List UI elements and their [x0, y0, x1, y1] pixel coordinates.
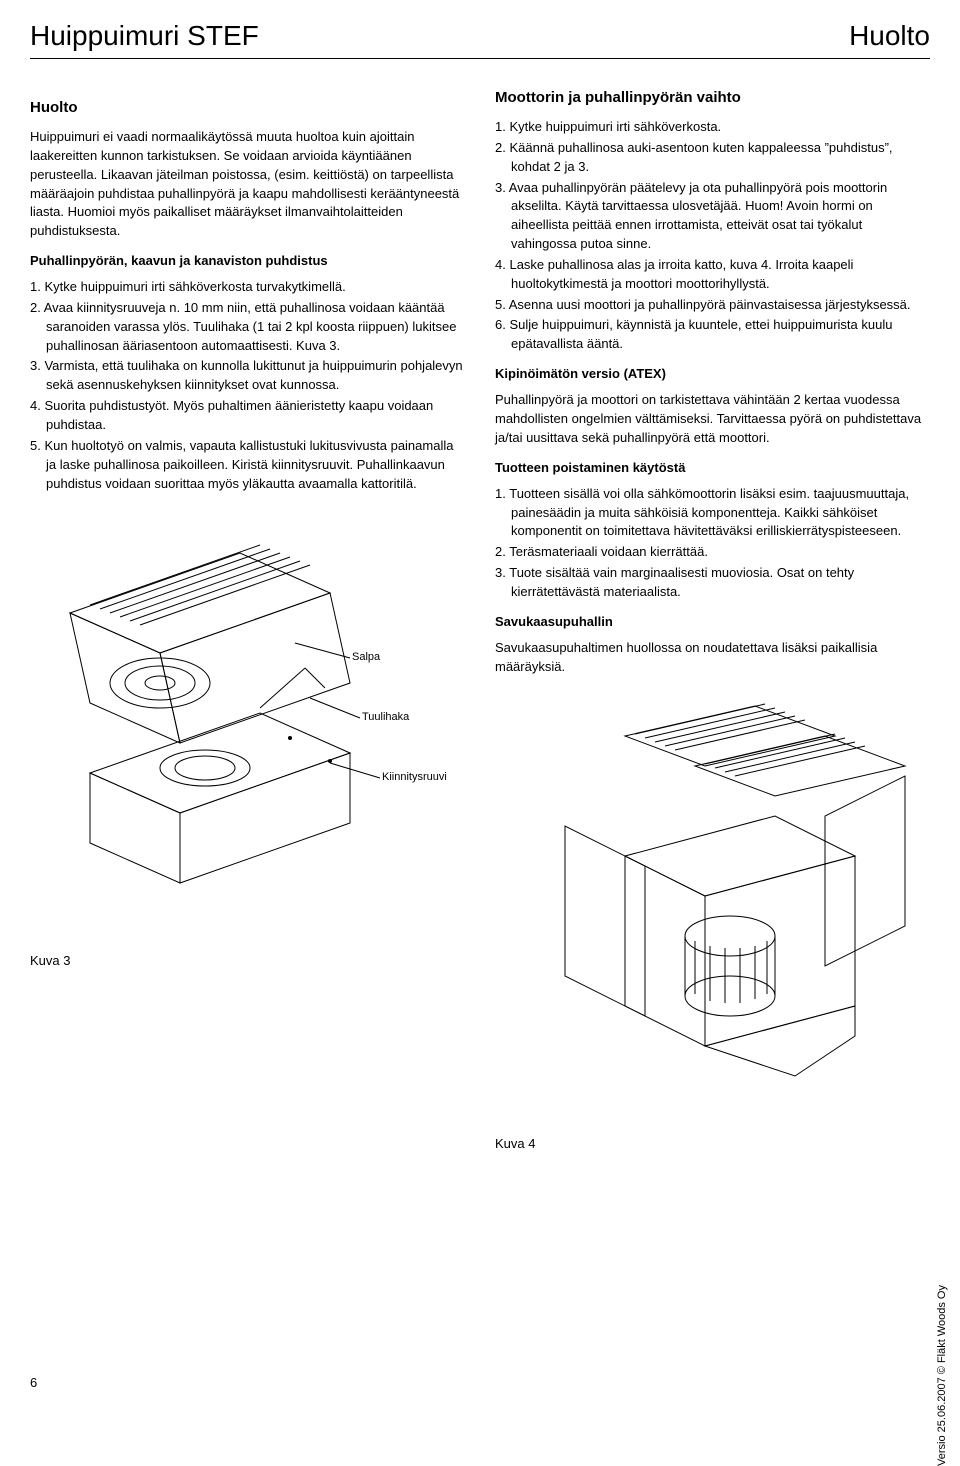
version-text: Versio 25.06.2007 © Fläkt Woods Oy — [936, 1285, 948, 1466]
disposal-steps-list: Tuotteen sisällä voi olla sähkömoottorin… — [495, 485, 930, 602]
list-item: Kytke huippuimuri irti sähköverkosta. — [495, 118, 930, 137]
list-item: Kytke huippuimuri irti sähköverkosta tur… — [30, 278, 465, 297]
list-item: Sulje huippuimuri, käynnistä ja kuuntele… — [495, 316, 930, 354]
figure-3-label-salpa: Salpa — [352, 651, 380, 663]
content-columns: Huolto Huippuimuri ei vaadi normaalikäyt… — [30, 89, 930, 1151]
motor-steps-list: Kytke huippuimuri irti sähköverkosta. Kä… — [495, 118, 930, 354]
page-header: Huippuimuri STEF Huolto — [30, 20, 930, 59]
list-item: Avaa kiinnitysruuveja n. 10 mm niin, ett… — [30, 299, 465, 356]
list-item: Suorita puhdistustyöt. Myös puhaltimen ä… — [30, 397, 465, 435]
header-title-right: Huolto — [849, 20, 930, 52]
figure-3-drawing — [30, 513, 460, 893]
smoke-heading: Savukaasupuhallin — [495, 614, 930, 629]
list-item: Kun huoltotyö on valmis, vapauta kallist… — [30, 437, 465, 494]
maintenance-heading: Huolto — [30, 99, 465, 116]
cleaning-steps-list: Kytke huippuimuri irti sähköverkosta tur… — [30, 278, 465, 493]
smoke-text: Savukaasupuhaltimen huollossa on noudate… — [495, 639, 930, 677]
list-item: Avaa puhallinpyörän päätelevy ja ota puh… — [495, 179, 930, 254]
figure-4-drawing — [495, 696, 925, 1116]
list-item: Tuotteen sisällä voi olla sähkömoottorin… — [495, 485, 930, 542]
list-item: Käännä puhallinosa auki-asentoon kuten k… — [495, 139, 930, 177]
list-item: Tuote sisältää vain marginaalisesti muov… — [495, 564, 930, 602]
motor-heading: Moottorin ja puhallinpyörän vaihto — [495, 89, 930, 106]
figure-3-label-tuulihaka: Tuulihaka — [362, 711, 409, 723]
list-item: Laske puhallinosa alas ja irroita katto,… — [495, 256, 930, 294]
list-item: Asenna uusi moottori ja puhallinpyörä pä… — [495, 296, 930, 315]
atex-heading: Kipinöimätön versio (ATEX) — [495, 366, 930, 381]
disposal-heading: Tuotteen poistaminen käytöstä — [495, 460, 930, 475]
list-item: Varmista, että tuulihaka on kunnolla luk… — [30, 357, 465, 395]
figure-3-caption: Kuva 3 — [30, 953, 465, 968]
left-column: Huolto Huippuimuri ei vaadi normaalikäyt… — [30, 89, 465, 1151]
atex-text: Puhallinpyörä ja moottori on tarkistetta… — [495, 391, 930, 448]
header-title-left: Huippuimuri STEF — [30, 20, 259, 52]
maintenance-intro-text: Huippuimuri ei vaadi normaalikäytössä mu… — [30, 128, 465, 241]
figure-3-label-kiinnitysruuvi: Kiinnitysruuvi — [382, 771, 447, 783]
figure-4-area: Kuva 4 — [495, 696, 930, 1151]
cleaning-heading: Puhallinpyörän, kaavun ja kanaviston puh… — [30, 253, 465, 268]
right-column: Moottorin ja puhallinpyörän vaihto Kytke… — [495, 89, 930, 1151]
figure-4-caption: Kuva 4 — [495, 1136, 930, 1151]
list-item: Teräsmateriaali voidaan kierrättää. — [495, 543, 930, 562]
figure-3-area: Salpa Tuulihaka Kiinnitysruuvi — [30, 513, 465, 893]
page-number: 6 — [30, 1375, 37, 1390]
